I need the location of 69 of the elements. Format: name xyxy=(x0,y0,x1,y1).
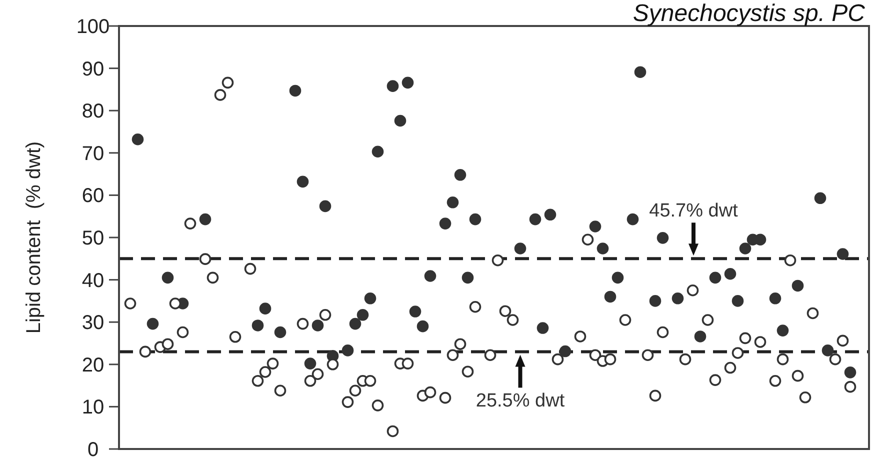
y-axis-title: Lipid content (% dwt) xyxy=(23,141,45,334)
point xyxy=(409,306,422,318)
point xyxy=(709,272,722,284)
y-tick-label: 100 xyxy=(76,16,110,38)
point xyxy=(529,213,542,226)
point xyxy=(649,295,662,307)
point xyxy=(386,80,399,92)
point xyxy=(364,292,376,304)
point xyxy=(822,344,834,356)
point xyxy=(589,220,602,232)
y-tick-label: 30 xyxy=(82,312,104,334)
point xyxy=(769,292,782,304)
point xyxy=(536,322,549,334)
y-tick-label: 60 xyxy=(82,185,104,208)
point xyxy=(656,232,669,244)
point xyxy=(836,248,849,260)
point xyxy=(792,280,804,292)
point xyxy=(596,242,609,254)
point xyxy=(416,320,429,332)
y-tick-label: 90 xyxy=(82,58,104,80)
point xyxy=(259,302,272,314)
point xyxy=(559,345,572,358)
point xyxy=(372,146,384,158)
ref-line-label: 25.5% dwt xyxy=(476,390,566,412)
point xyxy=(342,344,354,356)
point xyxy=(132,133,144,146)
point xyxy=(296,176,309,188)
point xyxy=(356,309,369,321)
point xyxy=(319,200,332,212)
point xyxy=(469,213,482,226)
y-tick-label: 70 xyxy=(82,142,104,165)
y-tick-label: 10 xyxy=(82,396,104,419)
point xyxy=(162,272,174,284)
point xyxy=(312,320,324,332)
point xyxy=(462,272,474,284)
point xyxy=(634,66,646,78)
point xyxy=(739,242,752,254)
point xyxy=(252,320,264,332)
point xyxy=(424,270,436,282)
point xyxy=(289,84,302,97)
point xyxy=(274,326,286,338)
point xyxy=(672,292,684,304)
point xyxy=(304,358,316,370)
point xyxy=(732,295,744,307)
point xyxy=(844,366,856,378)
point xyxy=(776,324,789,336)
point xyxy=(349,318,362,330)
point xyxy=(446,196,459,208)
point xyxy=(814,192,826,204)
chart-title: Synechocystis sp. PC xyxy=(632,0,866,27)
y-tick-label: 0 xyxy=(87,439,99,460)
y-tick-label: 20 xyxy=(82,354,104,376)
point xyxy=(604,290,616,303)
point xyxy=(439,218,452,230)
point xyxy=(514,242,526,254)
point xyxy=(394,114,406,127)
point xyxy=(544,208,556,221)
point xyxy=(146,318,159,330)
point xyxy=(612,272,624,284)
ref-line-label: 45.7% dwt xyxy=(649,200,739,222)
y-tick-label: 80 xyxy=(82,100,104,123)
point xyxy=(199,213,212,226)
point xyxy=(724,268,736,280)
point xyxy=(694,330,706,342)
y-tick-label: 50 xyxy=(82,228,104,250)
point xyxy=(402,76,414,89)
point xyxy=(454,169,466,181)
y-tick-label: 40 xyxy=(82,270,104,292)
point xyxy=(626,213,639,226)
